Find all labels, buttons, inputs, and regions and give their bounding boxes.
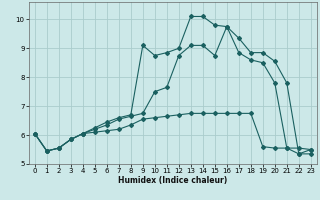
X-axis label: Humidex (Indice chaleur): Humidex (Indice chaleur) <box>118 176 228 185</box>
